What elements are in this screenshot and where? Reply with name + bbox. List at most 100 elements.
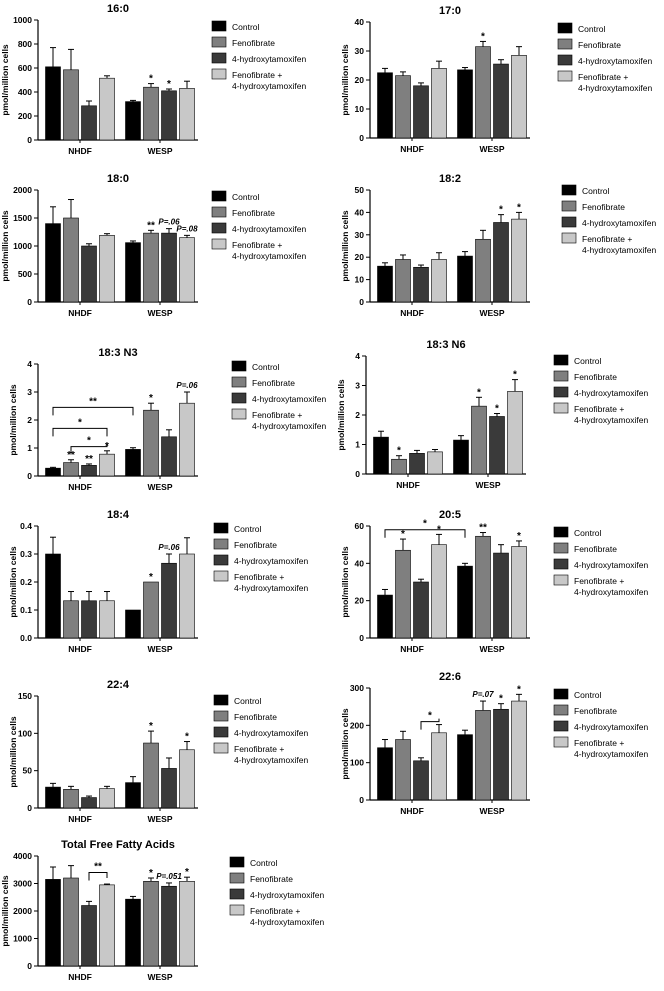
chart-title: 18:2 — [439, 173, 461, 185]
y-axis-label: pmol/million cells — [336, 379, 346, 451]
y-tick-label: 1500 — [13, 213, 32, 223]
chart-panel-11: Total Free Fatty Acids 0 1000 2000 3000 4000 p… — [0, 839, 324, 982]
y-axis-label: pmol/million cells — [340, 44, 350, 116]
legend-swatch — [231, 360, 247, 372]
legend-label: 4-hydroxytamoxifen — [250, 890, 324, 900]
y-tick-label: 0 — [27, 961, 32, 971]
bar — [457, 565, 473, 639]
legend-swatch — [553, 402, 569, 414]
y-tick-label: 60 — [355, 521, 365, 531]
legend-swatch — [557, 54, 573, 66]
legend-label: 4-hydroxytamoxifen — [574, 749, 648, 759]
bar — [63, 462, 79, 477]
bar — [409, 453, 425, 475]
y-tick-label: 40 — [355, 558, 365, 568]
legend-label: Fenofibrate + — [574, 404, 624, 414]
legend-label: Fenofibrate + — [574, 576, 624, 586]
legend-label: 4-hydroxytamoxifen — [582, 245, 656, 255]
legend-swatch — [553, 370, 569, 382]
bar — [63, 600, 79, 639]
legend-label: 4-hydroxytamoxifen — [574, 415, 648, 425]
significance-label: ** — [85, 454, 93, 465]
significance-label: * — [517, 531, 521, 542]
y-tick-label: 0 — [359, 133, 364, 143]
legend-label: 4-hydroxytamoxifen — [234, 728, 308, 738]
legend-swatch — [229, 856, 245, 868]
x-category-label: WESP — [479, 806, 504, 816]
legend-label: Control — [252, 362, 280, 372]
legend-label: 4-hydroxytamoxifen — [232, 224, 306, 234]
y-tick-label: 150 — [18, 691, 32, 701]
y-tick-label: 0 — [27, 135, 32, 145]
legend-swatch — [213, 554, 229, 566]
bar — [413, 266, 429, 303]
x-category-label: NHDF — [396, 480, 420, 490]
significance-label: ** — [479, 523, 487, 534]
y-tick-label: 20 — [355, 252, 365, 262]
x-category-label: NHDF — [400, 308, 424, 318]
bar — [45, 786, 61, 809]
significance-label: P=.06 — [158, 543, 180, 552]
significance-label: * — [481, 31, 485, 42]
legend-swatch — [553, 704, 569, 716]
y-tick-label: 3 — [355, 381, 360, 391]
y-tick-label: 10 — [355, 104, 365, 114]
legend-label: 4-hydroxytamoxifen — [232, 54, 306, 64]
y-tick-label: 0.1 — [20, 605, 32, 615]
y-tick-label: 0 — [27, 803, 32, 813]
bar — [81, 465, 97, 477]
legend-swatch — [231, 376, 247, 388]
x-category-label: NHDF — [400, 644, 424, 654]
bar — [431, 732, 447, 801]
legend-swatch — [231, 408, 247, 420]
bar — [81, 797, 97, 809]
comparison-bracket — [52, 406, 134, 416]
chart-title: 18:3 N3 — [98, 347, 137, 359]
bar — [81, 105, 97, 141]
legend-label: 4-hydroxytamoxifen — [574, 388, 648, 398]
comparison-bracket — [420, 718, 440, 730]
significance-label: P=.08 — [176, 224, 198, 233]
bar — [377, 265, 393, 303]
legend-label: Control — [250, 858, 278, 868]
legend-label: Control — [574, 356, 602, 366]
y-tick-label: 20 — [355, 596, 365, 606]
bar — [471, 405, 487, 475]
y-axis-label: pmol/million cells — [8, 716, 18, 788]
legend-swatch — [553, 526, 569, 538]
y-tick-label: 0 — [27, 471, 32, 481]
significance-label: * — [149, 74, 153, 85]
legend-label: Fenofibrate — [234, 540, 277, 550]
legend-label: 4-hydroxytamoxifen — [252, 394, 326, 404]
bar — [391, 458, 407, 475]
legend-label: Fenofibrate + — [578, 72, 628, 82]
bar — [143, 581, 159, 639]
legend-swatch — [557, 22, 573, 34]
bar — [475, 238, 491, 303]
x-category-label: WESP — [479, 144, 504, 154]
y-tick-label: 40 — [355, 17, 365, 27]
y-axis-label: pmol/million cells — [340, 708, 350, 780]
y-tick-label: 100 — [18, 728, 32, 738]
y-tick-label: 0 — [359, 795, 364, 805]
chart-panel-3: 18:0 0 500 1000 1500 2000 pmol/million cells NH… — [0, 173, 306, 318]
bar — [99, 788, 115, 809]
y-tick-label: 200 — [350, 720, 364, 730]
significance-label: * — [499, 205, 503, 216]
y-axis-label: pmol/million cells — [0, 210, 10, 282]
legend-label: Fenofibrate + — [234, 572, 284, 582]
significance-label: * — [185, 867, 189, 878]
legend-swatch — [561, 216, 577, 228]
significance-label: P=.06 — [176, 381, 198, 390]
y-tick-label: 30 — [355, 230, 365, 240]
bar — [161, 232, 177, 303]
legend-label: 4-hydroxytamoxifen — [252, 421, 326, 431]
legend-label: Fenofibrate + — [250, 906, 300, 916]
chart-title: 22:6 — [439, 671, 461, 683]
y-tick-label: 500 — [18, 269, 32, 279]
y-tick-label: 400 — [18, 87, 32, 97]
chart-panel-1: 16:0 0 200 400 600 800 1000 pmol/million cells N… — [0, 3, 306, 156]
bar — [125, 101, 141, 141]
bar — [431, 259, 447, 303]
